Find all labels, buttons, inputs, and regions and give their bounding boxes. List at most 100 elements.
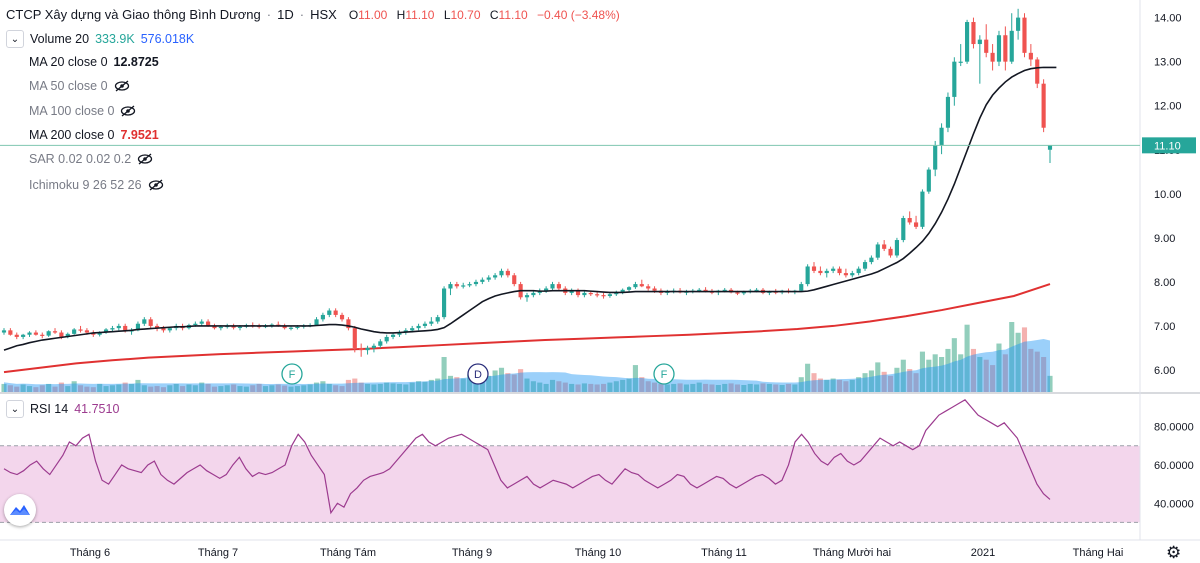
candle-body [84,330,89,333]
volume-bar [664,384,670,392]
candle-body [505,270,510,276]
candle-body [939,127,944,146]
eye-crossed-icon[interactable] [148,179,164,191]
volume-bar [167,385,173,392]
volume-bar [843,381,849,392]
eye-crossed-icon[interactable] [137,153,153,165]
volume-bar [951,338,957,392]
volume-bar [569,383,575,392]
volume-bar [377,383,383,392]
candle-body [142,319,147,324]
candle-body [327,310,332,315]
candle-body [467,284,472,286]
rsi-path [3,399,1051,515]
candlesticks [1,8,1053,357]
candle-body [40,334,45,336]
volume-bar [620,379,626,392]
candle-body [52,331,58,333]
volume-bar [722,383,728,392]
volume-bar [575,384,581,392]
event-marker [653,363,675,385]
ma20-legend[interactable]: MA 20 close 0 12.8725 [29,55,159,69]
volume-bar [754,384,760,392]
candle-body [652,288,657,291]
volume-bar [282,385,288,392]
volume-bar [199,382,205,392]
eye-crossed-icon[interactable] [120,105,136,117]
volume-bar [46,383,52,392]
chevron-down-icon[interactable]: ⌄ [6,30,24,48]
volume-bar [958,354,964,392]
price-tick-label: 12.00 [1154,101,1182,113]
candle-body [473,281,479,285]
candle-body [965,22,970,62]
sar-label: SAR 0.02 0.02 0.2 [29,152,132,166]
candle-body [46,331,51,336]
symbol-title[interactable]: CTCP Xây dựng và Giao thông Bình Dương ·… [6,7,620,22]
volume-bar [677,383,683,392]
volume-bar [409,382,415,392]
gear-icon[interactable]: ⚙ [1166,543,1182,562]
candle-body [135,323,141,331]
ma20-value: 12.8725 [113,55,159,69]
candle-body [212,325,217,329]
volume-bar [129,383,135,392]
price-tick-label: 9.00 [1154,233,1175,245]
volume-bar [1009,322,1015,392]
price-tick-label: 6.00 [1154,365,1175,377]
candle-body [620,289,625,293]
sar-legend[interactable]: SAR 0.02 0.02 0.2 [29,152,153,166]
chevron-down-icon[interactable]: ⌄ [6,400,24,418]
candle-body [442,288,447,318]
candle-body [901,218,906,241]
volume-bar [964,324,970,392]
volume-bar [345,379,351,392]
volume-bar [7,385,13,392]
price-tick-label: 14.00 [1154,13,1182,25]
volume-bar [1,383,7,392]
eye-crossed-icon[interactable] [114,80,130,92]
candle-body [582,292,587,296]
candle-body [569,290,574,293]
ma50-legend[interactable]: MA 50 close 0 [29,79,130,93]
tradingview-logo[interactable] [4,494,36,526]
volume-bar [396,383,402,392]
candle-body [167,328,172,331]
rsi-band [0,445,1140,523]
volume-bar [435,378,441,392]
candle-body [422,323,428,326]
ma200-legend[interactable]: MA 200 close 0 7.9521 [29,128,159,142]
candle-body [416,325,421,329]
volume-bar [849,379,855,392]
candle-body [556,284,561,289]
candle-body [958,61,963,63]
volume-bar [320,381,326,392]
ma100-legend[interactable]: MA 100 close 0 [29,104,136,118]
event-label: D [474,369,482,381]
volume-bar [817,378,823,392]
volume-bar [77,385,84,392]
price-tick-label: 13.00 [1154,57,1182,69]
volume-bar [1028,348,1034,392]
volume-bar [594,384,600,392]
candle-body [862,262,868,269]
volume-bar [1002,354,1008,392]
volume-bar [454,377,460,392]
volume-bar [939,357,945,392]
volume-bar [211,386,218,392]
volume-bar [562,382,568,392]
candle-body [78,329,83,331]
ichimoku-legend[interactable]: Ichimoku 9 26 52 26 [29,178,164,192]
volume-legend[interactable]: ⌄ Volume 20 333.9K 576.018K [6,30,194,48]
candle-body [231,325,236,328]
volume-bar [875,362,881,392]
candle-body [448,284,453,289]
price-tick-label: 7.00 [1154,321,1175,333]
candle-body [116,325,121,329]
rsi-legend[interactable]: ⌄ RSI 14 41.7510 [6,400,119,418]
candle-body [59,332,64,337]
event-label: F [289,369,296,381]
candle-body [1022,17,1027,53]
